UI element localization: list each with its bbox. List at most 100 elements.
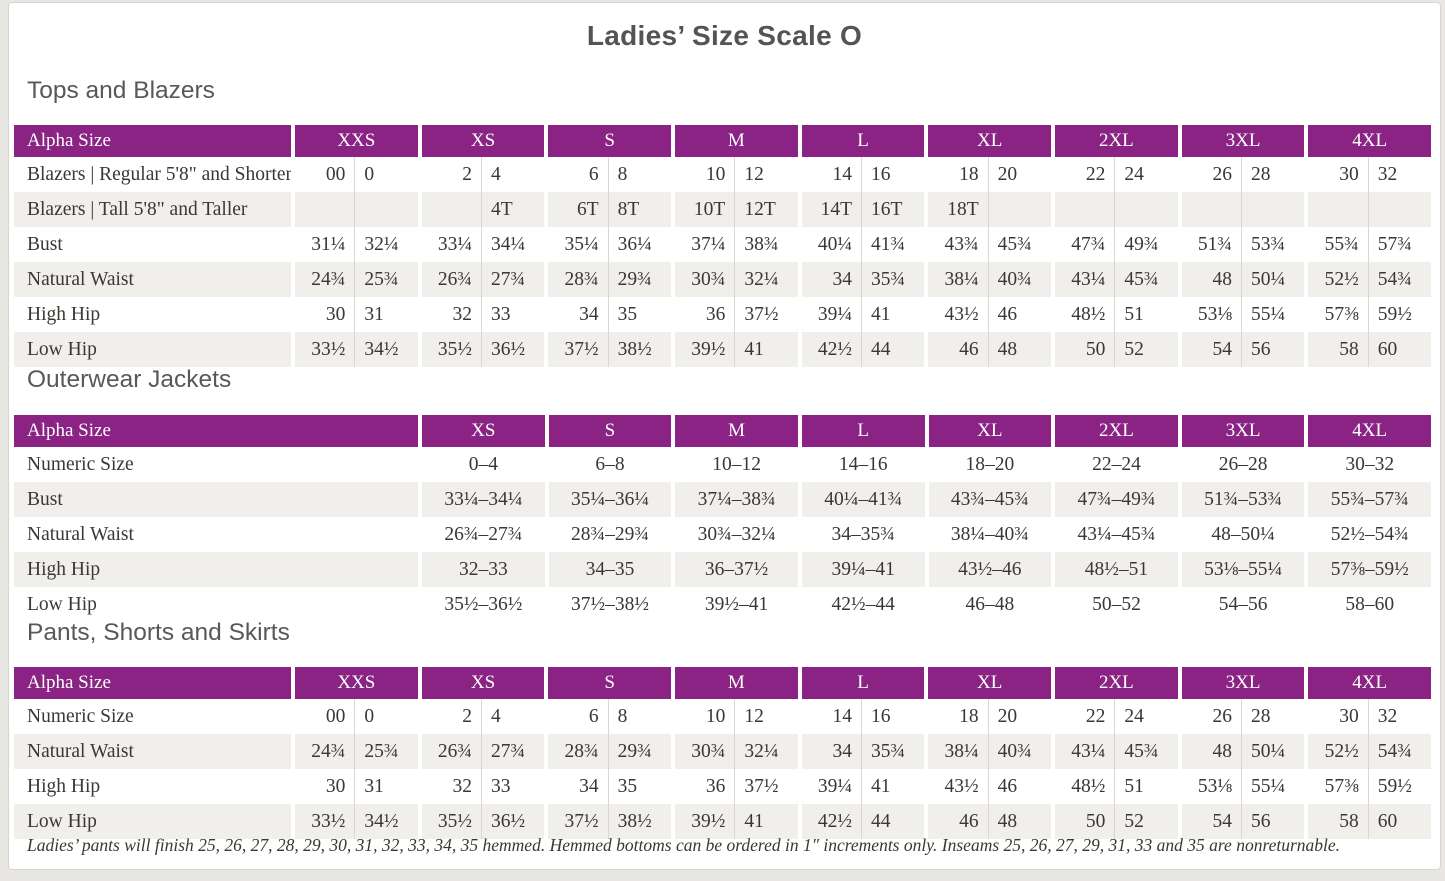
section-title-outerwear-jackets: Outerwear Jackets [27,366,232,393]
column-header-4xl: 4XL [1304,415,1431,447]
size-cell: 38¼ [924,734,988,769]
size-cell: 22 [1051,157,1115,192]
size-cell: 48½ [1051,297,1115,332]
size-cell: 4 [481,157,545,192]
column-header-m: M [671,125,798,157]
size-cell [354,192,418,227]
size-cell: 31¼ [291,227,355,262]
size-cell: 35¾ [861,262,925,297]
size-cell: 37¼–38¾ [671,482,798,517]
size-cell: 34½ [354,804,418,839]
size-cell: 39½ [671,804,735,839]
size-cell: 45¾ [987,227,1052,262]
size-cell: 48½–51 [1051,552,1178,587]
document-page: Ladies’ Size Scale O Tops and Blazers Al… [8,2,1441,870]
size-cell: 35½ [417,804,481,839]
size-cell: 42½ [797,332,861,367]
size-cell: 41 [734,332,798,367]
size-table-pants-shorts-skirts: Alpha Size XXS XS S M L XL 2XL 3XL 4XL Numeric Siz… [14,667,1432,839]
size-cell: 35¼ [544,227,608,262]
size-cell: 50¼ [1241,734,1305,769]
size-cell: 38¼ [924,262,988,297]
column-header-xs: XS [418,415,545,447]
size-cell: 47¾–49¾ [1051,482,1178,517]
size-cell: 16 [861,157,925,192]
size-cell: 8 [607,157,672,192]
size-cell: 54–56 [1177,587,1305,622]
size-cell: 52½–54¾ [1304,517,1431,552]
size-cell: 50 [1051,332,1115,367]
size-cell: 2 [417,157,481,192]
size-cell: 32¼ [354,227,418,262]
size-cell: 0 [354,699,418,734]
size-cell: 34¼ [481,227,545,262]
size-cell: 44 [861,804,925,839]
header-row: Alpha Size XS S M L XL 2XL 3XL 4XL [14,415,1431,447]
column-header-xl: XL [924,667,1052,699]
row-label: Low Hip [14,332,291,367]
size-cell: 2 [417,699,481,734]
column-header-xxs: XXS [291,125,418,157]
size-cell: 22 [1051,699,1115,734]
size-cell: 56 [1241,332,1305,367]
size-cell: 12 [734,699,798,734]
size-cell: 26¾ [417,262,481,297]
column-header-s: S [544,667,672,699]
size-cell: 43½–46 [924,552,1052,587]
size-cell: 38½ [607,804,672,839]
size-cell: 41 [861,297,925,332]
size-cell: 39½ [671,332,735,367]
size-cell: 30 [1304,699,1368,734]
size-cell [417,192,481,227]
row-label: High Hip [14,769,291,804]
size-cell: 43½ [924,297,988,332]
size-cell: 52½ [1304,734,1368,769]
size-cell: 29¾ [607,734,672,769]
size-cell: 30¾ [671,734,735,769]
column-header-xs: XS [417,667,545,699]
table-row: Natural Waist 24¾ 25¾ 26¾ 27¾ 28¾ 29¾ 30¾ 32¼ 34 3… [14,734,1432,769]
size-cell: 55¾ [1304,227,1368,262]
size-cell: 35 [607,769,672,804]
size-cell: 30 [291,769,355,804]
size-cell: 41 [861,769,925,804]
size-cell: 48 [1177,262,1242,297]
column-header-3xl: 3XL [1177,415,1305,447]
size-cell: 39¼ [797,297,861,332]
size-cell: 53¾ [1241,227,1305,262]
size-cell: 28¾ [544,734,608,769]
size-cell: 44 [861,332,925,367]
size-cell: 18 [924,699,988,734]
size-cell: 51 [1114,769,1178,804]
size-cell: 27¾ [481,734,545,769]
size-cell: 32 [417,769,481,804]
size-cell: 43¼ [1051,734,1115,769]
size-cell: 51 [1114,297,1178,332]
size-cell [1241,192,1305,227]
size-cell: 60 [1367,804,1432,839]
size-cell: 55¼ [1241,297,1305,332]
size-cell: 32¼ [734,262,798,297]
size-cell: 59½ [1367,297,1432,332]
size-cell: 34 [544,769,608,804]
size-cell: 26¾ [417,734,481,769]
size-cell: 34 [797,262,861,297]
size-cell [1177,192,1242,227]
size-cell: 32–33 [418,552,545,587]
size-cell: 26 [1177,699,1242,734]
size-cell: 30–32 [1304,447,1431,482]
size-cell: 35½ [417,332,481,367]
size-cell: 24 [1114,157,1178,192]
size-cell: 41¾ [861,227,925,262]
size-cell [1367,192,1432,227]
size-cell: 60 [1367,332,1432,367]
size-cell: 0 [354,157,418,192]
size-cell: 10 [671,157,735,192]
size-cell: 40¾ [987,262,1052,297]
size-cell: 58 [1304,332,1368,367]
size-cell [1304,192,1368,227]
size-cell: 45¾ [1114,734,1178,769]
size-cell: 46 [987,297,1052,332]
size-cell: 40¼ [797,227,861,262]
size-cell: 8T [607,192,672,227]
